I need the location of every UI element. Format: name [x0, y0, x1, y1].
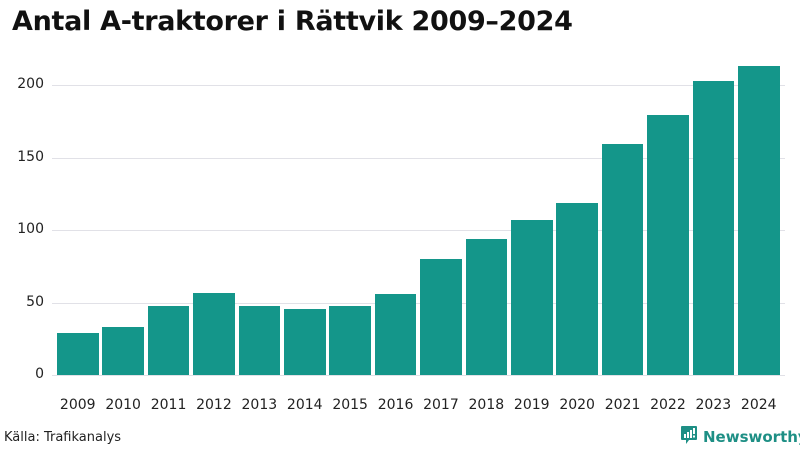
x-tick-label: 2020: [559, 397, 595, 413]
y-tick-label: 200: [17, 76, 44, 92]
gridline: [52, 230, 785, 231]
x-tick-label: 2012: [196, 397, 232, 413]
y-tick-label: 50: [26, 294, 44, 310]
bar-2018: [465, 238, 508, 376]
x-tick-label: 2010: [105, 397, 141, 413]
x-tick-label: 2011: [150, 397, 187, 413]
bar-2012: [193, 292, 235, 376]
gridline: [52, 85, 785, 86]
bar-2023: [692, 80, 735, 376]
bar-2019: [511, 219, 553, 376]
x-tick-label: 2009: [59, 397, 96, 413]
bar-2010: [102, 327, 144, 376]
newsworthy-brand: Newsworthy: [703, 428, 800, 446]
bar-2009: [57, 333, 99, 376]
bar-2015: [329, 305, 371, 376]
x-tick-label: 2022: [650, 397, 686, 413]
bar-2020: [556, 202, 598, 376]
x-tick-label: 2019: [513, 397, 550, 413]
bar-2014: [284, 308, 326, 376]
bar-2013: [238, 305, 281, 376]
y-tick-label: 100: [17, 221, 44, 237]
gridline: [52, 375, 785, 376]
x-tick-label: 2021: [604, 397, 641, 413]
gridline: [52, 158, 785, 159]
x-tick-label: 2024: [740, 397, 777, 413]
newsworthy-logo-icon: [680, 425, 698, 449]
x-tick-label: 2023: [695, 397, 732, 413]
x-tick-label: 2016: [377, 397, 414, 413]
x-tick-label: 2017: [423, 397, 459, 413]
gridline: [52, 303, 785, 304]
bar-2011: [147, 305, 190, 376]
x-tick-label: 2015: [332, 397, 368, 413]
newsworthy-logo: Newsworthy: [680, 425, 800, 449]
bar-2021: [601, 144, 644, 376]
bar-2022: [647, 115, 689, 376]
bar-2024: [738, 66, 780, 376]
chart-title: Antal A-traktorer i Rättvik 2009–2024: [12, 6, 573, 37]
x-tick-label: 2013: [241, 397, 278, 413]
y-tick-label: 0: [35, 366, 44, 382]
source-note: Källa: Trafikanalys: [4, 430, 122, 445]
bar-2017: [420, 259, 462, 376]
bar-2016: [374, 293, 417, 376]
x-tick-label: 2014: [286, 397, 323, 413]
x-tick-label: 2018: [468, 397, 505, 413]
y-tick-label: 150: [17, 149, 44, 165]
